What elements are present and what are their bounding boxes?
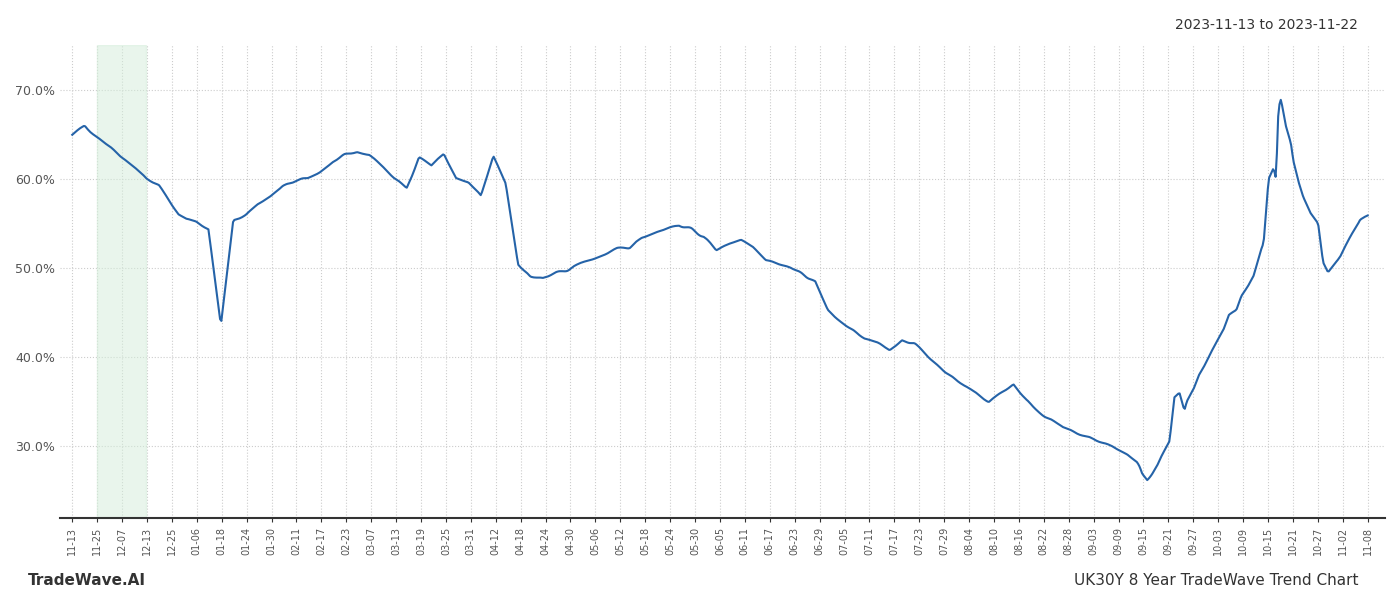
- Bar: [97, 45, 146, 518]
- Text: UK30Y 8 Year TradeWave Trend Chart: UK30Y 8 Year TradeWave Trend Chart: [1074, 573, 1358, 588]
- Text: TradeWave.AI: TradeWave.AI: [28, 573, 146, 588]
- Text: 2023-11-13 to 2023-11-22: 2023-11-13 to 2023-11-22: [1175, 18, 1358, 32]
